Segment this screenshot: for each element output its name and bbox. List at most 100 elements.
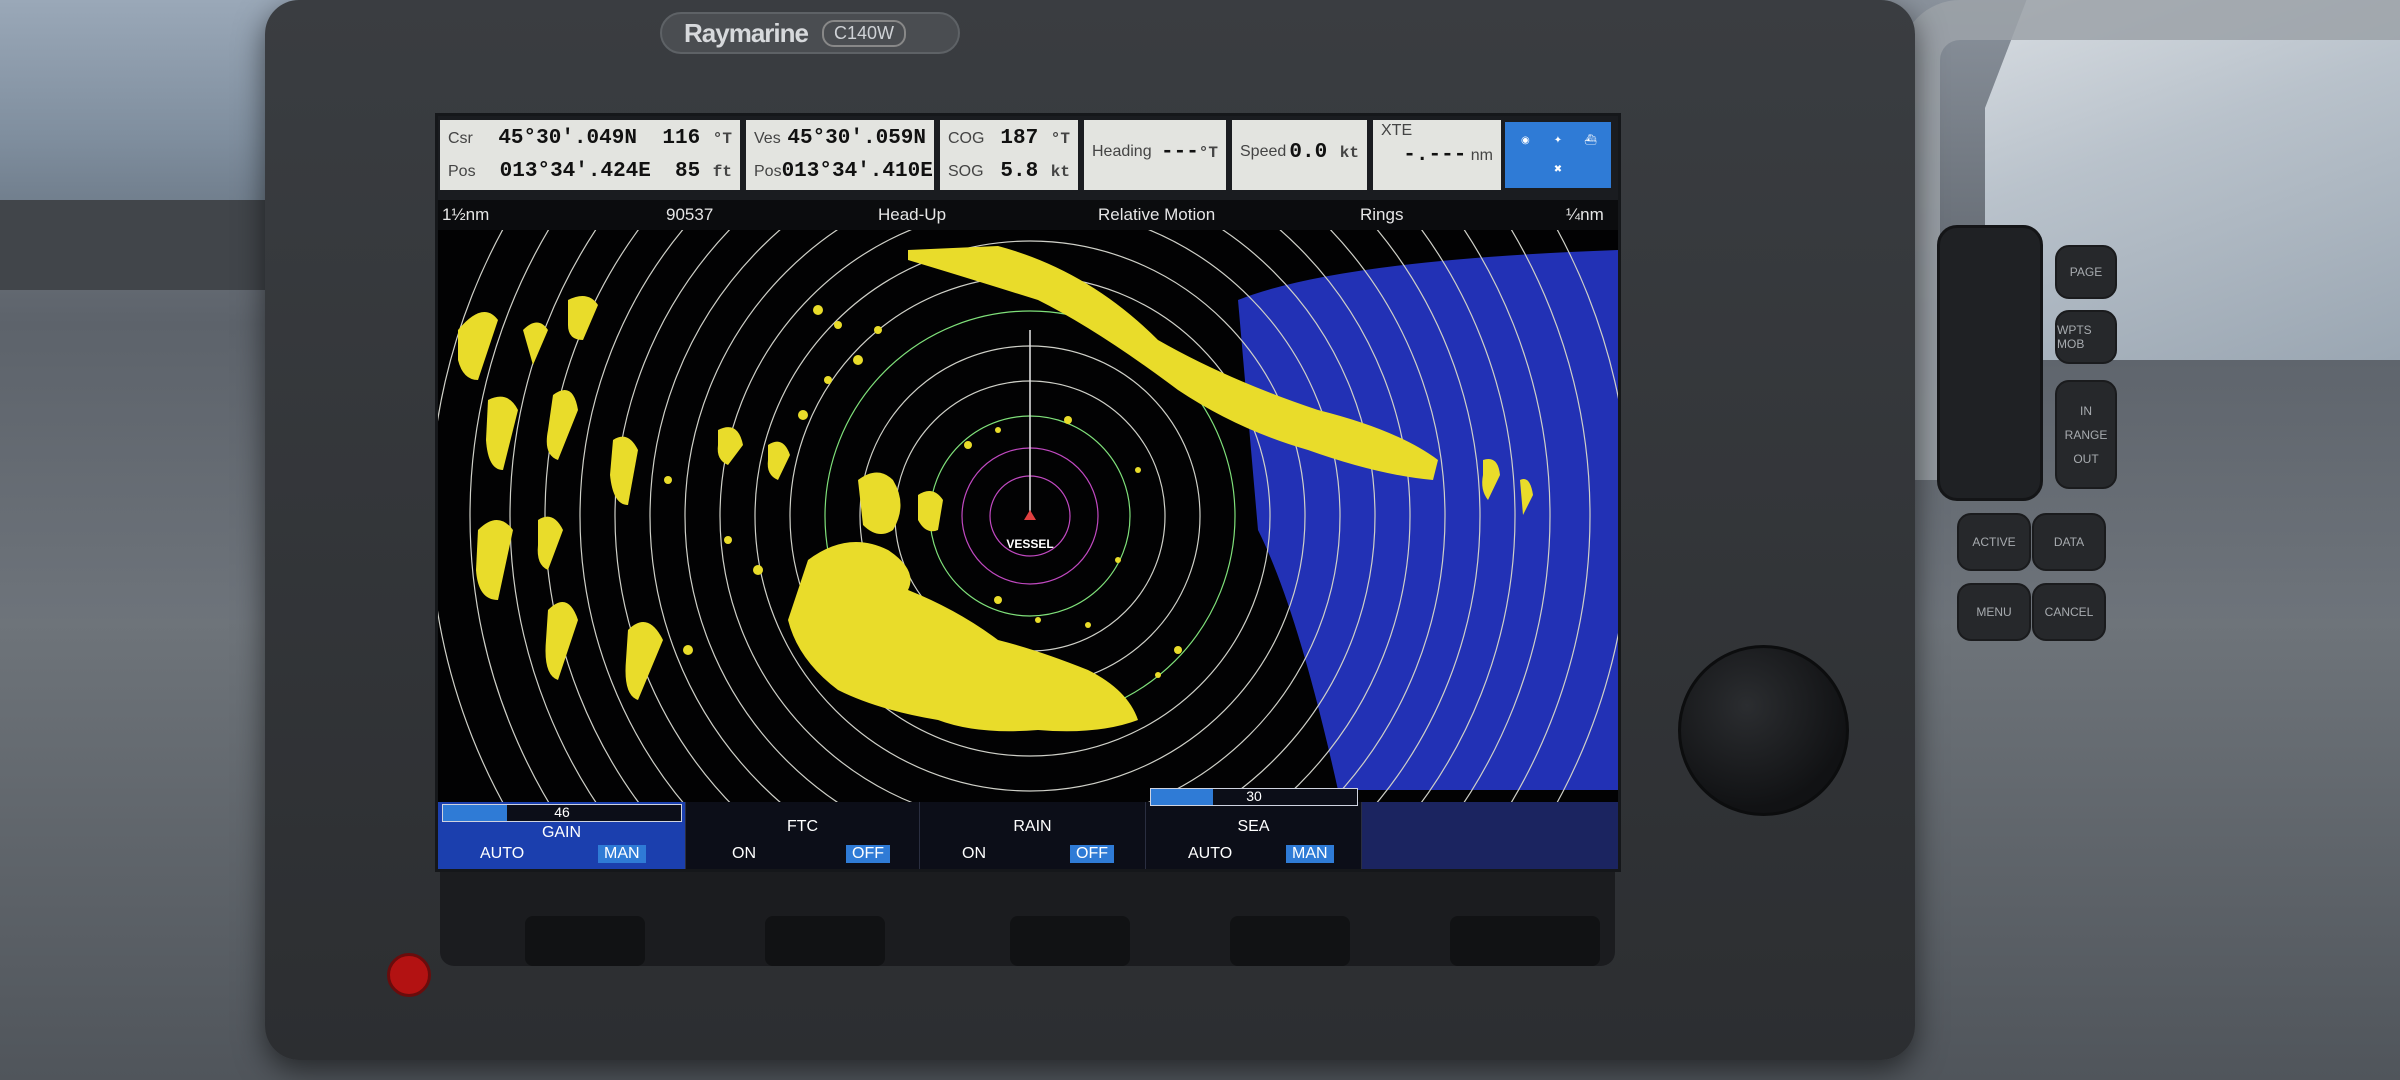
range-ring: [544, 230, 1516, 822]
rotary-knob[interactable]: [1678, 645, 1849, 816]
echo-speck: [834, 321, 842, 329]
ftc-on-option[interactable]: ON: [732, 845, 756, 862]
echo-speck: [1155, 672, 1161, 678]
echo-speck: [813, 305, 823, 315]
speed-cell[interactable]: Speed 0.0 kt: [1232, 120, 1367, 190]
sea-level-fill: [1151, 789, 1213, 805]
cursor-label: Csr: [448, 129, 473, 147]
boat-icon: ⛴: [1584, 135, 1597, 146]
sea-auto-option[interactable]: AUTO: [1188, 845, 1233, 862]
sea-man-option[interactable]: MAN: [1286, 845, 1334, 863]
xte-cell[interactable]: XTE -.--- nm: [1373, 120, 1501, 190]
rain-title: RAIN: [1013, 818, 1052, 835]
sog-label: SOG: [948, 162, 984, 180]
range-rings: [438, 230, 1618, 822]
orientation-mode: Head-Up: [878, 205, 947, 224]
vessel-lat: 45°30'.059N: [787, 127, 926, 150]
echo-speck: [798, 410, 808, 420]
echo-speck: [753, 565, 763, 575]
echo-blob: [546, 390, 578, 460]
window-ledge: [0, 200, 300, 290]
model-badge: C140W: [821, 19, 906, 47]
physical-softkey-1[interactable]: [525, 916, 645, 966]
echo-speck: [995, 427, 1001, 433]
echo-blob: [625, 622, 663, 700]
brand-plate: Raymarine C140W: [660, 12, 960, 54]
echo-blob: [476, 520, 513, 600]
cursor-data-cell[interactable]: Csr 45°30'.049N 116 °T Pos 013°34'.424E 85 f…: [440, 120, 740, 190]
physical-softkey-2[interactable]: [765, 916, 885, 966]
echo-speck: [724, 536, 732, 544]
active-button[interactable]: ACTIVE: [1957, 513, 2031, 571]
echo-speck: [683, 645, 693, 655]
physical-softkey-4[interactable]: [1230, 916, 1350, 966]
empty-softkey[interactable]: [1362, 802, 1618, 869]
gain-level-bar[interactable]: 46: [442, 804, 682, 822]
echo-speck: [874, 326, 882, 334]
rain-on-option[interactable]: ON: [962, 845, 986, 862]
cursor-lon: 013°34'.424E: [499, 160, 651, 183]
heading-cell[interactable]: Heading ---°T: [1084, 120, 1226, 190]
range-ring: [754, 240, 1306, 792]
cog-value: 187: [1000, 127, 1039, 150]
wpts-mob-button[interactable]: WPTS MOB: [2055, 310, 2117, 364]
ring-spacing: ¼nm: [1566, 205, 1604, 224]
physical-softkey-3[interactable]: [1010, 916, 1130, 966]
xte-label: XTE: [1381, 122, 1413, 139]
trackpad[interactable]: [1937, 225, 2043, 501]
power-button[interactable]: [387, 953, 431, 997]
data-bar: Csr 45°30'.049N 116 °T Pos 013°34'.424E 85 f…: [438, 116, 1618, 200]
rain-off-option[interactable]: OFF: [1070, 845, 1114, 863]
range-ring: [614, 230, 1446, 822]
ftc-off-option[interactable]: OFF: [846, 845, 890, 863]
sea-level-bar[interactable]: 30: [1150, 788, 1358, 806]
vessel-marker: [1024, 510, 1036, 520]
gain-man-option[interactable]: MAN: [598, 845, 646, 863]
sea-title: SEA: [1237, 818, 1270, 835]
sea-softkey[interactable]: 30 SEA AUTO MAN: [1146, 788, 1362, 869]
gain-softkey[interactable]: 46 GAIN AUTO MAN: [438, 802, 686, 869]
echo-blob: [918, 491, 943, 532]
data-button[interactable]: DATA: [2032, 513, 2106, 571]
echo-speck: [1135, 467, 1141, 473]
vessel-pos-label: Pos: [754, 162, 782, 180]
echo-blob: [486, 396, 518, 470]
range-rocker[interactable]: IN RANGE OUT: [2055, 380, 2117, 489]
vessel-data-cell[interactable]: Ves 45°30'.059N Pos 013°34'.410E: [746, 120, 934, 190]
cursor-bearing: 116: [662, 127, 701, 150]
cursor-lat: 45°30'.049N: [498, 127, 637, 150]
echo-speck: [1035, 617, 1041, 623]
softkey-bar: 46 GAIN AUTO MAN FTC ON OFF RAIN ON OFF …: [438, 788, 1618, 869]
radar-scope[interactable]: VESSEL: [438, 230, 1618, 822]
cursor-pos-label: Pos: [448, 162, 476, 180]
echo-speck: [994, 596, 1002, 604]
radar-title-bar: 1½nm 90537 Head-Up Relative Motion Rings…: [438, 200, 1618, 230]
cog-sog-cell[interactable]: COG 187 °T SOG 5.8 kt: [940, 120, 1078, 190]
rain-softkey[interactable]: RAIN ON OFF: [920, 802, 1146, 869]
echo-speck: [1174, 646, 1182, 654]
physical-softkey-5[interactable]: [1450, 916, 1600, 966]
xte-value: -.---: [1403, 144, 1467, 167]
heading-value: ---: [1160, 140, 1199, 164]
cursor-range: 85: [674, 160, 701, 183]
sea-level-value: 30: [1246, 788, 1262, 804]
menu-button[interactable]: MENU: [1957, 583, 2031, 641]
vessel-lon: 013°34'.410E: [781, 160, 933, 183]
vessel-label: VESSEL: [1006, 537, 1053, 551]
status-icons[interactable]: ◉ ✦ ⛴ ✖: [1505, 122, 1611, 188]
cancel-button[interactable]: CANCEL: [2032, 583, 2106, 641]
range-ring: [684, 230, 1376, 822]
echo-shoreline-north: [908, 246, 1438, 480]
echo-blob: [1482, 459, 1500, 500]
ftc-softkey[interactable]: FTC ON OFF: [686, 802, 920, 869]
chartplotter-device: Raymarine C140W PAGE WPTS MOB IN RANGE OUT…: [265, 0, 2117, 1060]
satellite-icon: ✦: [1553, 135, 1563, 146]
range-ring: [579, 230, 1481, 822]
sea-view-right: [1985, 0, 2400, 360]
gain-auto-option[interactable]: AUTO: [480, 845, 525, 862]
page-button[interactable]: PAGE: [2055, 245, 2117, 299]
echo-blob: [537, 516, 563, 570]
echo-blob: [545, 602, 578, 680]
display-screen: Csr 45°30'.049N 116 °T Pos 013°34'.424E 85 f…: [435, 113, 1621, 872]
echo-blob: [458, 312, 498, 380]
